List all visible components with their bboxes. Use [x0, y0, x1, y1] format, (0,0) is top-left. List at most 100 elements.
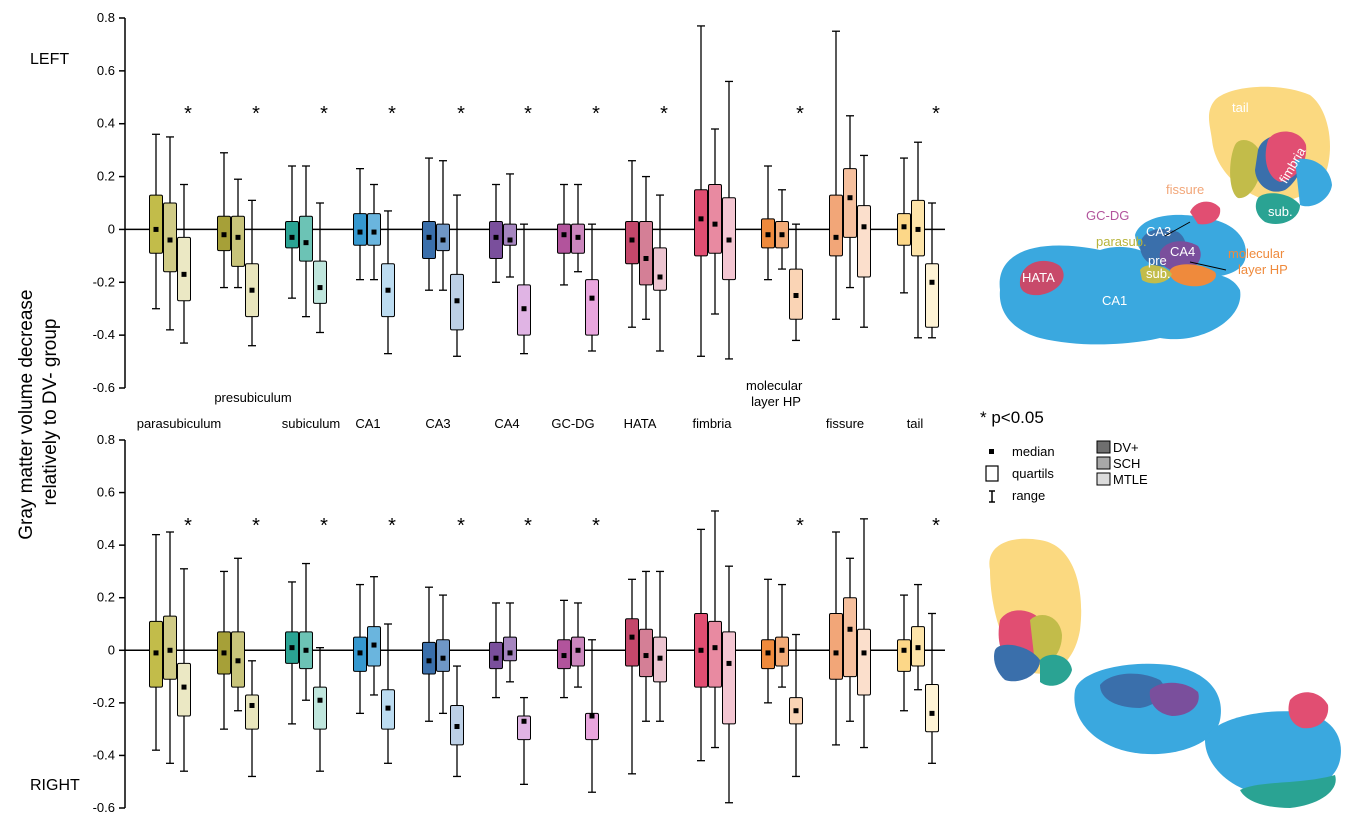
median-marker — [793, 293, 799, 298]
ca3-shape — [994, 644, 1040, 682]
box-ca3-sch — [436, 160, 450, 291]
label-tail: tail — [907, 416, 924, 431]
median-marker — [289, 645, 295, 651]
median-marker — [712, 645, 718, 651]
quartile-box — [517, 715, 531, 741]
significance-star: * — [660, 103, 668, 125]
median-marker — [657, 655, 663, 661]
median-marker — [779, 647, 785, 653]
body-ca3-shape — [1100, 673, 1164, 708]
median-marker — [561, 232, 567, 238]
significance-star: * — [457, 103, 465, 125]
median-marker — [847, 626, 853, 632]
quartile-box — [163, 202, 177, 273]
median-marker — [385, 705, 391, 711]
median-marker — [507, 237, 513, 243]
box-fissure-sch — [843, 115, 857, 289]
quartile-box — [231, 215, 245, 267]
legend-median: median — [1012, 444, 1055, 459]
median-marker — [167, 237, 173, 243]
box-tail-dvplus — [897, 157, 911, 294]
quartile-box — [163, 615, 177, 680]
median-marker — [153, 226, 159, 232]
quartile-box — [694, 189, 708, 257]
quartile-box — [177, 236, 191, 302]
significance-star: * — [388, 103, 396, 125]
median-marker — [235, 234, 241, 240]
box-presubiculum-sch — [231, 178, 245, 289]
panel-left: 0.8 0.6 0.4 0.2 0 -0.2 -0.4 -0.6 LEFT * * * * * * * * * * — [30, 10, 945, 395]
brain-label-molecular-layer: molecular layer HP — [1228, 246, 1288, 277]
significance-star: * — [184, 103, 192, 125]
median-marker — [167, 647, 173, 653]
box-ca4-mtle — [517, 223, 531, 355]
median-marker — [493, 234, 499, 240]
significance-star: * — [184, 515, 192, 537]
box-presubiculum-dvplus — [217, 152, 231, 289]
median-marker — [643, 653, 649, 659]
box-molecular-layer-hp-dvplus — [761, 165, 775, 281]
brain-label-fissure: fissure — [1166, 182, 1204, 197]
box-parasubiculum-sch — [163, 531, 177, 764]
box-tail-mtle — [925, 202, 939, 339]
label-ca1: CA1 — [355, 416, 380, 431]
label-presubiculum: presubiculum — [214, 390, 291, 405]
significance-star: * — [320, 515, 328, 537]
box-fissure-sch — [843, 557, 857, 722]
median-marker — [833, 234, 839, 240]
box-fimbria-mtle — [722, 80, 736, 360]
median-marker — [712, 221, 718, 227]
median-marker — [371, 642, 377, 648]
ca4-shape — [1159, 241, 1201, 272]
box-ca4-sch — [503, 602, 517, 683]
box-subiculum-mtle — [313, 202, 327, 334]
median-marker — [181, 271, 187, 277]
median-marker — [779, 232, 785, 238]
box-hata-sch — [639, 175, 653, 320]
median-marker — [861, 650, 867, 656]
quartile-box — [353, 213, 367, 246]
median-marker — [915, 226, 921, 232]
median-marker — [629, 237, 635, 243]
legend-swatch-sch — [1096, 456, 1111, 470]
brain-label-sub-top: sub. — [1268, 204, 1293, 219]
range-whisker-icon — [989, 490, 995, 503]
box-fimbria-dvplus — [694, 25, 708, 357]
label-subiculum: subiculum — [282, 416, 341, 431]
box-subiculum-sch — [299, 562, 313, 701]
median-marker — [221, 232, 227, 238]
box-molecular-layer-hp-mtle — [789, 223, 803, 342]
box-fimbria-mtle — [722, 565, 736, 804]
quartile-box — [367, 213, 381, 246]
quartile-box — [625, 221, 639, 265]
y-tick-label: 0.6 — [97, 485, 115, 500]
median-marker — [698, 216, 704, 222]
quartile-box — [625, 618, 639, 667]
y-tick-label: -0.6 — [93, 380, 115, 395]
median-marker — [929, 710, 935, 716]
head-ca1-shape — [1205, 711, 1341, 796]
median-marker — [765, 650, 771, 656]
y-tick-label: -0.2 — [93, 695, 115, 710]
median-marker — [357, 229, 363, 235]
box-fimbria-sch — [708, 510, 722, 749]
median-marker — [249, 702, 255, 708]
quartile-box — [489, 221, 503, 259]
subiculum-lower-shape — [1040, 654, 1072, 686]
box-gc-dg-dvplus — [557, 183, 571, 286]
box-ca3-sch — [436, 594, 450, 715]
box-parasubiculum-mtle — [177, 568, 191, 772]
box-ca3-mtle — [450, 665, 464, 778]
box-subiculum-dvplus — [285, 581, 299, 725]
box-presubiculum-mtle — [245, 660, 259, 778]
panel-label: LEFT — [30, 51, 69, 68]
box-tail-sch — [911, 583, 925, 691]
legend-swatch-mtle — [1096, 472, 1111, 486]
box-molecular-layer-hp-mtle — [789, 633, 803, 778]
y-tick-label: 0.4 — [97, 116, 115, 131]
label-ca3: CA3 — [425, 416, 450, 431]
legend-quartils: quartils — [1012, 466, 1054, 481]
median-marker — [521, 718, 527, 724]
subiculum-top-shape — [1230, 140, 1262, 199]
quartile-box — [285, 221, 299, 249]
